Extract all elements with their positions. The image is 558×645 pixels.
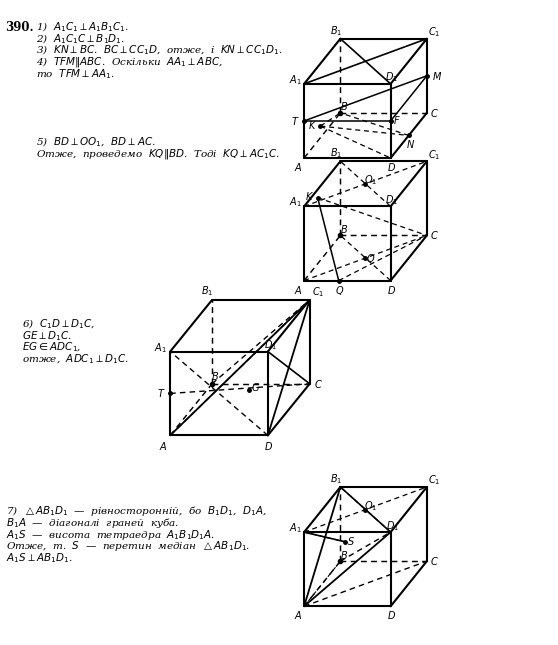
Text: отже,  $ADC_1 \perp D_1C$.: отже, $ADC_1 \perp D_1C$. bbox=[22, 352, 129, 366]
Text: $D_1$: $D_1$ bbox=[263, 338, 277, 352]
Text: $D_1$: $D_1$ bbox=[384, 70, 398, 84]
Text: $C_1$: $C_1$ bbox=[429, 148, 441, 162]
Text: $D$: $D$ bbox=[387, 161, 396, 173]
Text: $O_1$: $O_1$ bbox=[364, 499, 378, 513]
Text: Отже,  проведемо  $KQ \| BD$.  Тодi  $KQ \perp AC_1C$.: Отже, проведемо $KQ \| BD$. Тодi $KQ \pe… bbox=[36, 147, 280, 161]
Text: то  $TFM \perp AA_1$.: то $TFM \perp AA_1$. bbox=[36, 67, 115, 81]
Text: $A$: $A$ bbox=[294, 610, 303, 621]
Text: $B_1$: $B_1$ bbox=[330, 472, 342, 486]
Text: $D_1$: $D_1$ bbox=[384, 193, 398, 207]
Text: Отже,  т.  $S$  —  перетин  медіан  $\triangle AB_1D_1$.: Отже, т. $S$ — перетин медіан $\triangle… bbox=[6, 539, 250, 553]
Text: $EG \in ADC_1$,: $EG \in ADC_1$, bbox=[22, 341, 82, 354]
Text: $M$: $M$ bbox=[432, 70, 442, 82]
Text: 390.: 390. bbox=[6, 21, 34, 34]
Text: 4)  $TFM \| ABC$.  Оскільки  $AA_1 \perp ABC$,: 4) $TFM \| ABC$. Оскільки $AA_1 \perp AB… bbox=[36, 55, 223, 70]
Text: $K$: $K$ bbox=[305, 190, 314, 203]
Text: $G$: $G$ bbox=[252, 381, 261, 393]
Text: $C_1$: $C_1$ bbox=[312, 285, 324, 299]
Text: $D$: $D$ bbox=[387, 284, 396, 295]
Text: $N$: $N$ bbox=[406, 139, 416, 150]
Text: $O_1$: $O_1$ bbox=[364, 173, 378, 187]
Text: $B$: $B$ bbox=[340, 101, 348, 112]
Text: $C$: $C$ bbox=[430, 555, 439, 567]
Text: $B$: $B$ bbox=[340, 223, 348, 235]
Text: $D$: $D$ bbox=[387, 610, 396, 621]
Text: $B$: $B$ bbox=[340, 549, 348, 561]
Text: $B_1$: $B_1$ bbox=[330, 24, 342, 38]
Text: 1)  $A_1C_1 \perp A_1B_1C_1$.: 1) $A_1C_1 \perp A_1B_1C_1$. bbox=[36, 21, 129, 34]
Text: $A_1$: $A_1$ bbox=[289, 521, 301, 535]
Text: $B_1A$  —  діагоналі  граней  куба.: $B_1A$ — діагоналі граней куба. bbox=[6, 516, 179, 530]
Text: $C$: $C$ bbox=[430, 230, 439, 241]
Text: $A$: $A$ bbox=[294, 284, 303, 295]
Text: $A_1$: $A_1$ bbox=[289, 73, 301, 87]
Text: $C_1$: $C_1$ bbox=[429, 473, 441, 488]
Text: $F$: $F$ bbox=[393, 114, 401, 126]
Text: $D_1$: $D_1$ bbox=[386, 519, 400, 533]
Text: $B$: $B$ bbox=[211, 370, 219, 382]
Text: 7)  $\triangle AB_1D_1$  —  рівносторонній,  бо  $B_1D_1$,  $D_1A$,: 7) $\triangle AB_1D_1$ — рівносторонній,… bbox=[6, 504, 267, 519]
Text: $T$: $T$ bbox=[157, 388, 166, 399]
Text: $A_1$: $A_1$ bbox=[154, 341, 166, 355]
Text: 2)  $A_1C_1C \perp B_1D_1$.: 2) $A_1C_1C \perp B_1D_1$. bbox=[36, 32, 126, 46]
Text: $D$: $D$ bbox=[264, 440, 273, 452]
Text: $A_1$: $A_1$ bbox=[289, 195, 301, 210]
Text: 5)  $BD \perp OO_1$,  $BD \perp AC$.: 5) $BD \perp OO_1$, $BD \perp AC$. bbox=[36, 135, 156, 149]
Text: $A$: $A$ bbox=[159, 440, 168, 452]
Text: $B_1$: $B_1$ bbox=[330, 146, 342, 161]
Text: $C$: $C$ bbox=[430, 107, 439, 119]
Text: $C$: $C$ bbox=[314, 378, 323, 390]
Text: $K$: $K$ bbox=[308, 119, 317, 131]
Text: $O$: $O$ bbox=[367, 252, 376, 264]
Text: $A_1S$  —  висота  тетраедра  $A_1B_1D_1A$.: $A_1S$ — висота тетраедра $A_1B_1D_1A$. bbox=[6, 528, 215, 542]
Text: 3)  $KN \perp BC$.  $BC \perp CC_1D$,  отже,  i  $KN \perp CC_1D_1$.: 3) $KN \perp BC$. $BC \perp CC_1D$, отже… bbox=[36, 44, 283, 57]
Text: $Q$: $Q$ bbox=[335, 284, 344, 297]
Text: $A_1S \perp AB_1D_1$.: $A_1S \perp AB_1D_1$. bbox=[6, 551, 73, 564]
Text: $C_1$: $C_1$ bbox=[429, 25, 441, 39]
Text: $T$: $T$ bbox=[291, 115, 300, 127]
Text: $A$: $A$ bbox=[294, 161, 303, 173]
Text: $B_1$: $B_1$ bbox=[201, 284, 214, 298]
Text: $S$: $S$ bbox=[347, 535, 354, 546]
Text: $GE \perp D_1C$.: $GE \perp D_1C$. bbox=[22, 329, 73, 342]
Text: 6)  $C_1D \perp D_1C$,: 6) $C_1D \perp D_1C$, bbox=[22, 317, 95, 331]
